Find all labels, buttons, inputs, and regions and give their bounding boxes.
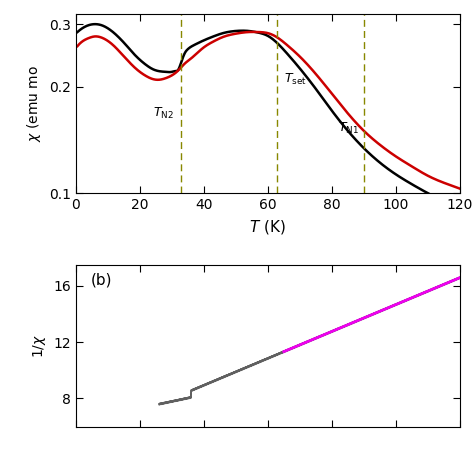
Text: $T_{\rm N1}$: $T_{\rm N1}$ [338,121,359,137]
Text: (b): (b) [91,273,113,288]
Text: $T_{\rm N2}$: $T_{\rm N2}$ [153,106,173,121]
Y-axis label: $1/\chi$: $1/\chi$ [31,334,48,358]
X-axis label: $T$ (K): $T$ (K) [249,218,286,236]
Y-axis label: $\chi$ (emu mo: $\chi$ (emu mo [26,65,44,142]
Text: $T_{\rm set}$: $T_{\rm set}$ [284,72,307,87]
